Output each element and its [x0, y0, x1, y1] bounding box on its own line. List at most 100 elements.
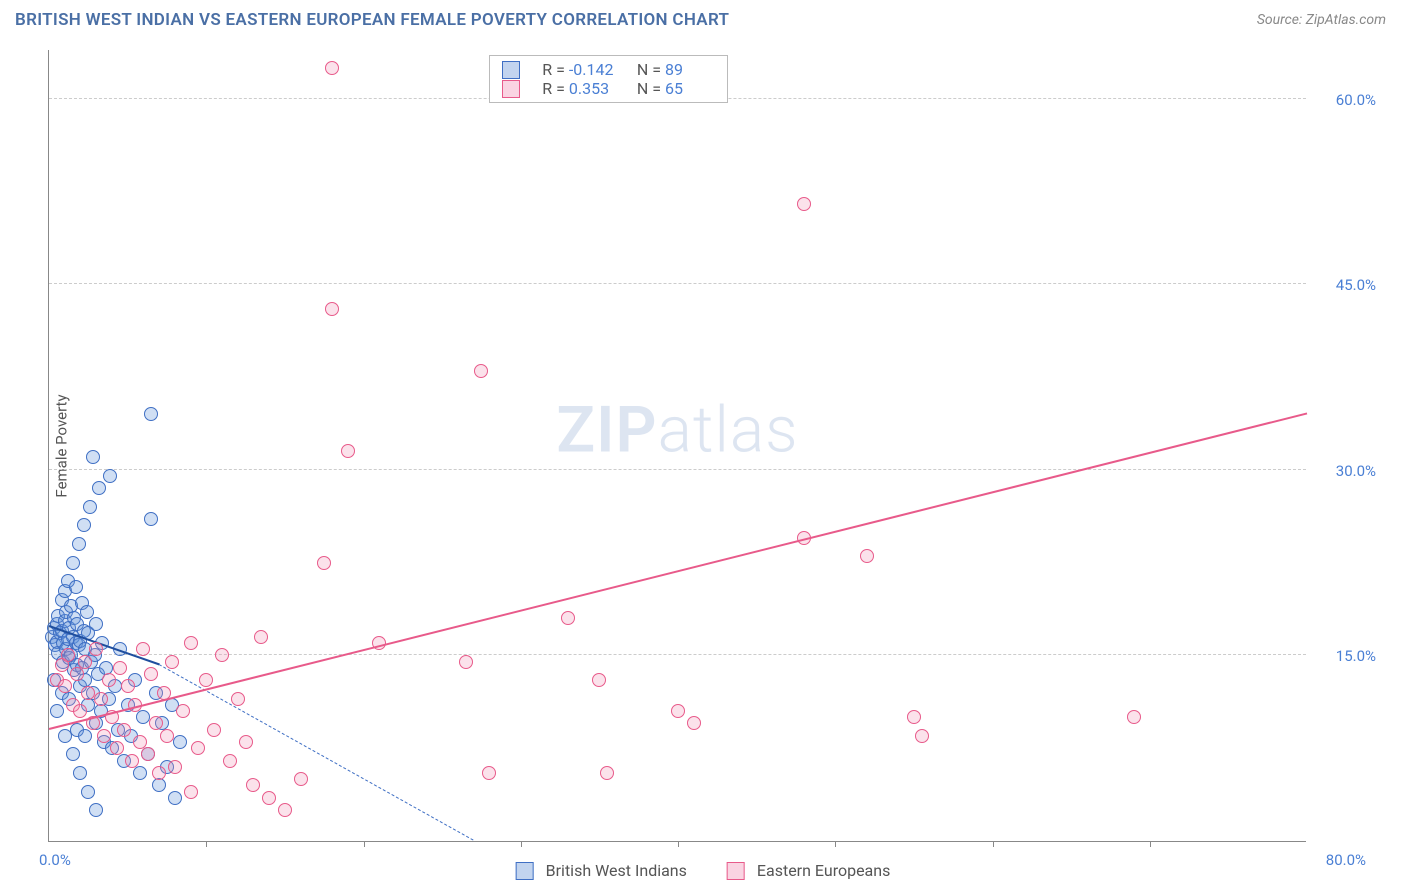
scatter-point: [73, 766, 87, 780]
scatter-point: [110, 741, 124, 755]
scatter-point: [72, 537, 86, 551]
scatter-point: [69, 580, 83, 594]
scatter-point: [80, 605, 94, 619]
scatter-point: [136, 642, 150, 656]
r-value: -0.142: [569, 60, 619, 79]
trend-line-extrapolated: [159, 664, 474, 841]
scatter-point: [66, 747, 80, 761]
scatter-point: [278, 803, 292, 817]
scatter-point: [184, 785, 198, 799]
x-tick-mark: [993, 841, 994, 847]
scatter-point: [687, 716, 701, 730]
scatter-point: [176, 704, 190, 718]
watermark-atlas: atlas: [658, 392, 799, 467]
n-label: N =: [637, 60, 661, 79]
scatter-point: [144, 407, 158, 421]
legend-swatch-ee: [727, 862, 745, 880]
scatter-point: [61, 648, 75, 662]
scatter-point: [246, 778, 260, 792]
scatter-point: [223, 754, 237, 768]
scatter-point: [173, 735, 187, 749]
scatter-point: [325, 61, 339, 75]
scatter-point: [89, 642, 103, 656]
scatter-point: [77, 518, 91, 532]
scatter-point: [141, 747, 155, 761]
scatter-point: [102, 673, 116, 687]
legend: British West Indians Eastern Europeans: [516, 861, 891, 880]
scatter-point: [207, 723, 221, 737]
scatter-point: [117, 723, 131, 737]
scatter-point: [317, 556, 331, 570]
scatter-point: [907, 710, 921, 724]
scatter-point: [1127, 710, 1141, 724]
scatter-point: [600, 766, 614, 780]
scatter-point: [89, 803, 103, 817]
gridline: [49, 283, 1306, 284]
scatter-point: [191, 741, 205, 755]
scatter-point: [50, 704, 64, 718]
scatter-point: [915, 729, 929, 743]
scatter-point: [165, 655, 179, 669]
x-tick-mark: [835, 841, 836, 847]
scatter-point: [113, 661, 127, 675]
scatter-point: [73, 704, 87, 718]
scatter-point: [199, 673, 213, 687]
n-value: 89: [665, 60, 715, 79]
scatter-point: [160, 729, 174, 743]
stats-row: R = 0.353N = 65: [502, 79, 715, 98]
scatter-point: [58, 679, 72, 693]
chart-header: BRITISH WEST INDIAN VS EASTERN EUROPEAN …: [0, 0, 1406, 38]
scatter-point: [152, 766, 166, 780]
scatter-point: [152, 778, 166, 792]
scatter-point: [133, 766, 147, 780]
scatter-plot-area: ZIPatlas 15.0%30.0%45.0%60.0%0.0%80.0%R …: [48, 50, 1306, 842]
x-tick-label: 0.0%: [39, 851, 71, 869]
source-attribution: Source: ZipAtlas.com: [1257, 12, 1386, 28]
scatter-point: [144, 667, 158, 681]
correlation-stats-box: R = -0.142 N = 89R = 0.353N = 65: [489, 55, 728, 103]
scatter-point: [561, 611, 575, 625]
scatter-point: [168, 791, 182, 805]
chart-title: BRITISH WEST INDIAN VS EASTERN EUROPEAN …: [15, 10, 729, 30]
scatter-point: [121, 679, 135, 693]
n-label: N =: [637, 79, 661, 98]
scatter-point: [81, 785, 95, 799]
legend-item-bwi: British West Indians: [516, 861, 687, 880]
scatter-point: [78, 655, 92, 669]
x-tick-mark: [521, 841, 522, 847]
scatter-point: [78, 729, 92, 743]
scatter-point: [83, 500, 97, 514]
scatter-point: [482, 766, 496, 780]
scatter-point: [860, 549, 874, 563]
trend-line: [49, 412, 1307, 730]
stats-swatch: [502, 80, 520, 98]
watermark: ZIPatlas: [556, 392, 798, 467]
scatter-point: [262, 791, 276, 805]
legend-item-ee: Eastern Europeans: [727, 861, 890, 880]
stats-swatch: [502, 61, 520, 79]
legend-swatch-bwi: [516, 862, 534, 880]
scatter-point: [592, 673, 606, 687]
scatter-point: [239, 735, 253, 749]
scatter-point: [144, 512, 158, 526]
scatter-point: [341, 444, 355, 458]
scatter-point: [231, 692, 245, 706]
x-tick-mark: [364, 841, 365, 847]
r-label: R =: [542, 60, 565, 79]
scatter-point: [294, 772, 308, 786]
scatter-point: [797, 197, 811, 211]
scatter-point: [125, 754, 139, 768]
scatter-point: [671, 704, 685, 718]
scatter-point: [94, 692, 108, 706]
scatter-point: [149, 716, 163, 730]
scatter-point: [168, 760, 182, 774]
x-tick-mark: [1150, 841, 1151, 847]
legend-label-bwi: British West Indians: [546, 861, 687, 880]
y-tick-label: 30.0%: [1336, 462, 1376, 480]
y-tick-label: 60.0%: [1336, 91, 1376, 109]
scatter-point: [184, 636, 198, 650]
scatter-point: [70, 667, 84, 681]
y-tick-label: 45.0%: [1336, 276, 1376, 294]
scatter-point: [325, 302, 339, 316]
scatter-point: [66, 556, 80, 570]
